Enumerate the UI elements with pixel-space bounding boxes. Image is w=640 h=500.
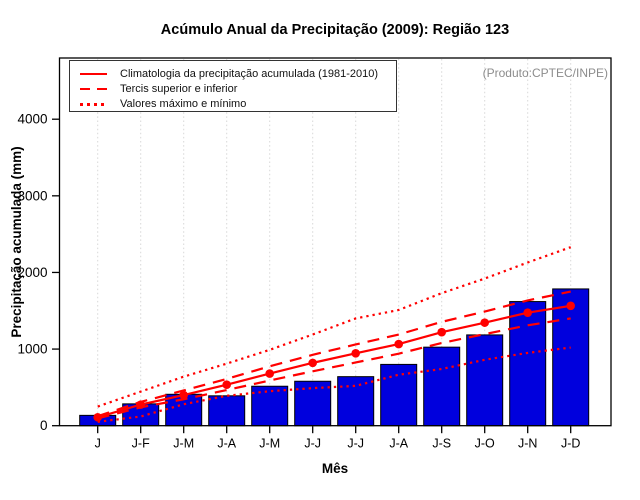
y-tick-label: 1000 <box>17 342 47 357</box>
climatology-marker <box>179 390 188 400</box>
x-tick-label: J-J <box>304 437 321 451</box>
dotted-series-line <box>97 346 571 423</box>
bar <box>251 385 289 427</box>
climatology-marker <box>222 380 231 390</box>
y-tick-label: 4000 <box>17 112 47 127</box>
legend-label: Valores máximo e mínimo <box>120 98 247 111</box>
climatology-marker <box>351 348 361 358</box>
x-tick-label: J-N <box>518 437 537 451</box>
dotted-line-swatch <box>80 103 107 106</box>
bar <box>380 363 418 427</box>
climatology-marker <box>437 327 447 337</box>
plot-box <box>58 57 612 427</box>
legend-label: Climatologia da precipitação acumulada (… <box>120 67 379 80</box>
bar <box>208 395 246 427</box>
product-watermark: (Produto:CPTEC/INPE) <box>482 66 608 80</box>
dotted-series-line <box>97 246 572 408</box>
x-tick-label: J-A <box>389 437 408 451</box>
solid-series-line <box>97 304 571 419</box>
climatology-marker <box>523 308 532 317</box>
bar <box>466 334 504 427</box>
bar <box>337 376 375 427</box>
solid-line-swatch <box>80 72 107 75</box>
climatology-marker <box>308 358 318 368</box>
climatology-marker <box>480 318 490 327</box>
x-tick-label: J-S <box>432 437 451 451</box>
legend-item-max-min: Valores máximo e mínimo <box>80 97 392 112</box>
x-tick-label: J-D <box>561 437 580 451</box>
chart-legend: Climatologia da precipitação acumulada (… <box>69 60 397 112</box>
x-tick-label: J-O <box>475 437 495 451</box>
climatology-marker <box>394 339 404 349</box>
bar <box>509 301 547 427</box>
chart-title: Acúmulo Anual da Precipitação (2009): Re… <box>160 22 510 38</box>
x-tick-label: J-J <box>347 437 364 451</box>
x-tick-label: J-A <box>217 437 236 451</box>
dashed-series-line <box>97 317 571 420</box>
legend-item-climatology: Climatologia da precipitação acumulada (… <box>80 66 392 81</box>
climatology-marker <box>265 369 275 378</box>
x-tick-label: J-M <box>173 437 194 451</box>
y-tick-label: 3000 <box>17 188 47 203</box>
y-tick-label: 0 <box>40 418 48 433</box>
legend-item-terciles: Tercis superior e inferior <box>80 81 392 96</box>
x-tick-label: J <box>95 437 101 451</box>
dashed-series-line <box>97 290 571 418</box>
x-axis-label: Mês <box>321 461 349 476</box>
x-tick-label: J-F <box>132 437 150 451</box>
bar <box>294 380 332 427</box>
y-tick-label: 2000 <box>17 265 47 280</box>
x-tick-label: J-M <box>259 437 280 451</box>
climatology-marker <box>136 400 145 409</box>
climatology-marker <box>93 412 102 422</box>
dashed-line-swatch <box>80 87 107 91</box>
bar <box>552 288 590 427</box>
legend-label: Tercis superior e inferior <box>120 83 238 96</box>
bar <box>423 346 461 427</box>
climatology-marker <box>566 301 575 311</box>
